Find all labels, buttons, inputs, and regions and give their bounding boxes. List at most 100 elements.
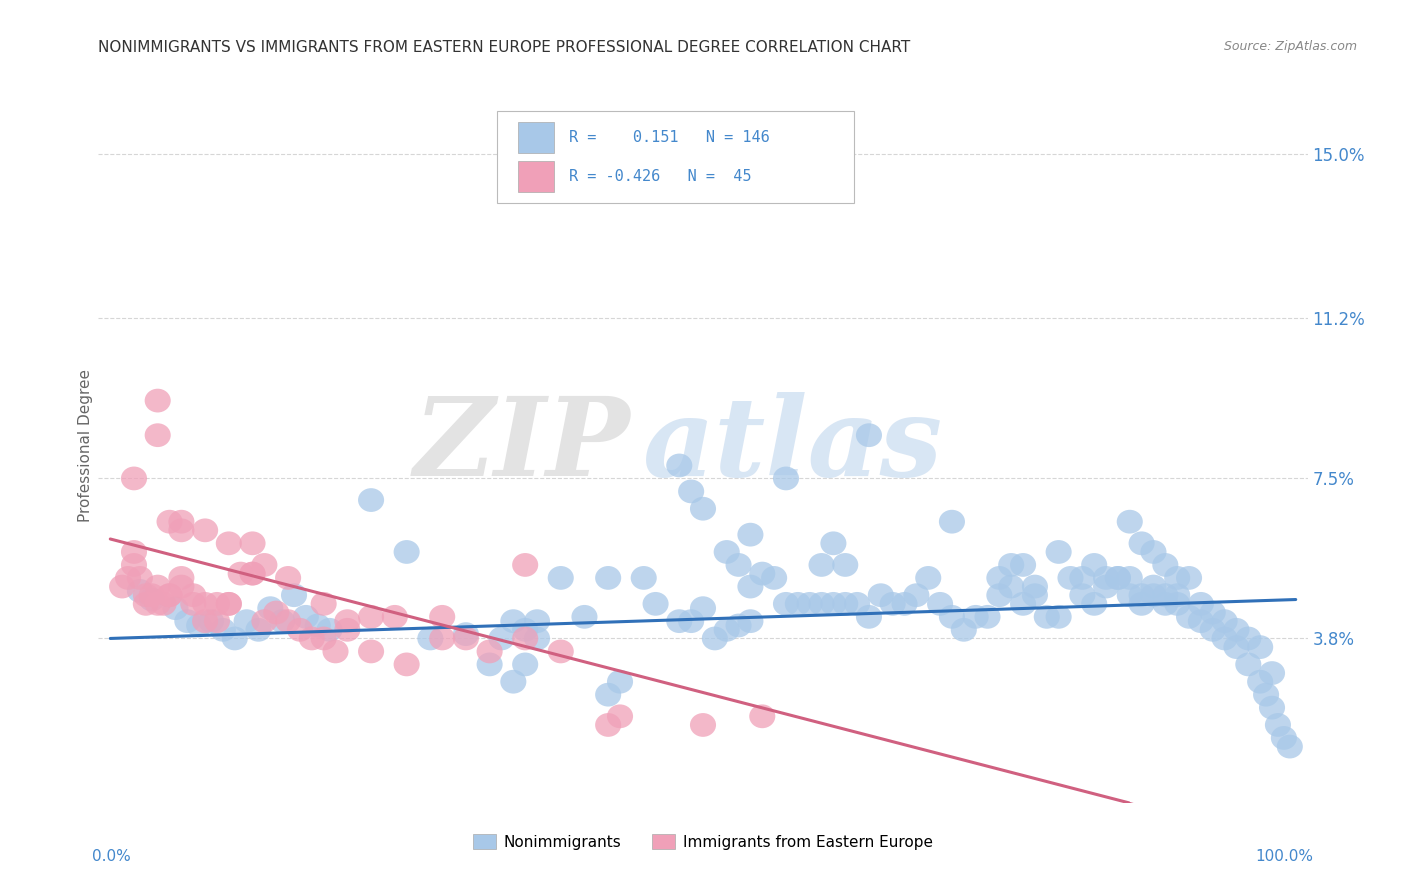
Ellipse shape — [749, 705, 775, 728]
Ellipse shape — [987, 583, 1012, 607]
Ellipse shape — [773, 467, 799, 491]
Ellipse shape — [156, 583, 183, 607]
Ellipse shape — [844, 592, 870, 615]
Ellipse shape — [1022, 583, 1047, 607]
Ellipse shape — [725, 614, 752, 638]
FancyBboxPatch shape — [517, 121, 554, 153]
Legend: Nonimmigrants, Immigrants from Eastern Europe: Nonimmigrants, Immigrants from Eastern E… — [467, 828, 939, 855]
Ellipse shape — [228, 562, 253, 585]
Ellipse shape — [1116, 583, 1143, 607]
Text: 100.0%: 100.0% — [1256, 849, 1313, 864]
Ellipse shape — [316, 618, 343, 641]
Ellipse shape — [690, 497, 716, 521]
Ellipse shape — [891, 592, 918, 615]
Ellipse shape — [1199, 618, 1226, 641]
Ellipse shape — [204, 592, 231, 615]
Text: R =    0.151   N = 146: R = 0.151 N = 146 — [569, 130, 769, 145]
Ellipse shape — [512, 553, 538, 577]
Ellipse shape — [595, 682, 621, 706]
Ellipse shape — [725, 553, 752, 577]
Ellipse shape — [1116, 510, 1143, 533]
Ellipse shape — [121, 553, 148, 577]
Ellipse shape — [797, 592, 823, 615]
Ellipse shape — [963, 605, 988, 629]
Ellipse shape — [359, 640, 384, 664]
Ellipse shape — [678, 609, 704, 633]
Ellipse shape — [1105, 566, 1130, 590]
Ellipse shape — [1022, 574, 1047, 599]
Ellipse shape — [180, 592, 207, 615]
Ellipse shape — [1092, 566, 1119, 590]
Ellipse shape — [382, 605, 408, 629]
Ellipse shape — [193, 592, 218, 615]
Ellipse shape — [269, 609, 295, 633]
Ellipse shape — [512, 626, 538, 650]
Ellipse shape — [856, 424, 882, 447]
Ellipse shape — [163, 596, 188, 620]
Ellipse shape — [239, 532, 266, 555]
Ellipse shape — [903, 583, 929, 607]
Ellipse shape — [252, 609, 277, 633]
Ellipse shape — [1140, 583, 1167, 607]
Ellipse shape — [1057, 566, 1084, 590]
Ellipse shape — [287, 618, 314, 641]
Ellipse shape — [1081, 592, 1108, 615]
Ellipse shape — [868, 583, 894, 607]
Ellipse shape — [132, 592, 159, 615]
Ellipse shape — [488, 626, 515, 650]
Ellipse shape — [115, 566, 141, 590]
Ellipse shape — [139, 583, 165, 607]
Ellipse shape — [1212, 609, 1237, 633]
Ellipse shape — [156, 510, 183, 533]
Ellipse shape — [749, 562, 775, 585]
Ellipse shape — [145, 592, 170, 615]
Ellipse shape — [702, 626, 728, 650]
Ellipse shape — [132, 583, 159, 607]
Ellipse shape — [1188, 609, 1213, 633]
Ellipse shape — [145, 574, 170, 599]
Ellipse shape — [607, 670, 633, 694]
Ellipse shape — [276, 566, 301, 590]
Ellipse shape — [595, 713, 621, 737]
Text: R = -0.426   N =  45: R = -0.426 N = 45 — [569, 169, 751, 184]
Ellipse shape — [998, 574, 1024, 599]
Ellipse shape — [263, 600, 290, 624]
Ellipse shape — [512, 653, 538, 676]
Ellipse shape — [939, 605, 965, 629]
Text: NONIMMIGRANTS VS IMMIGRANTS FROM EASTERN EUROPE PROFESSIONAL DEGREE CORRELATION : NONIMMIGRANTS VS IMMIGRANTS FROM EASTERN… — [98, 40, 911, 55]
Ellipse shape — [501, 670, 526, 694]
Ellipse shape — [1164, 566, 1191, 590]
Ellipse shape — [127, 566, 153, 590]
Ellipse shape — [1223, 618, 1250, 641]
Ellipse shape — [1164, 592, 1191, 615]
Ellipse shape — [215, 532, 242, 555]
Ellipse shape — [1010, 553, 1036, 577]
Ellipse shape — [335, 618, 360, 641]
Ellipse shape — [169, 510, 194, 533]
Ellipse shape — [222, 626, 247, 650]
Ellipse shape — [1247, 670, 1274, 694]
Ellipse shape — [193, 518, 218, 542]
Ellipse shape — [145, 424, 170, 447]
Ellipse shape — [832, 592, 858, 615]
Ellipse shape — [1140, 540, 1167, 564]
Ellipse shape — [276, 609, 301, 633]
Ellipse shape — [1070, 583, 1095, 607]
Ellipse shape — [418, 626, 443, 650]
Ellipse shape — [856, 605, 882, 629]
Ellipse shape — [215, 592, 242, 615]
Ellipse shape — [429, 605, 456, 629]
Ellipse shape — [169, 518, 194, 542]
Text: 0.0%: 0.0% — [93, 849, 131, 864]
Ellipse shape — [1129, 592, 1154, 615]
Ellipse shape — [1236, 626, 1261, 650]
Ellipse shape — [156, 583, 183, 607]
Ellipse shape — [1212, 626, 1237, 650]
Ellipse shape — [607, 705, 633, 728]
Ellipse shape — [1253, 682, 1279, 706]
Ellipse shape — [1129, 583, 1154, 607]
Ellipse shape — [524, 609, 550, 633]
Ellipse shape — [998, 553, 1024, 577]
Ellipse shape — [1033, 605, 1060, 629]
Ellipse shape — [1223, 635, 1250, 659]
